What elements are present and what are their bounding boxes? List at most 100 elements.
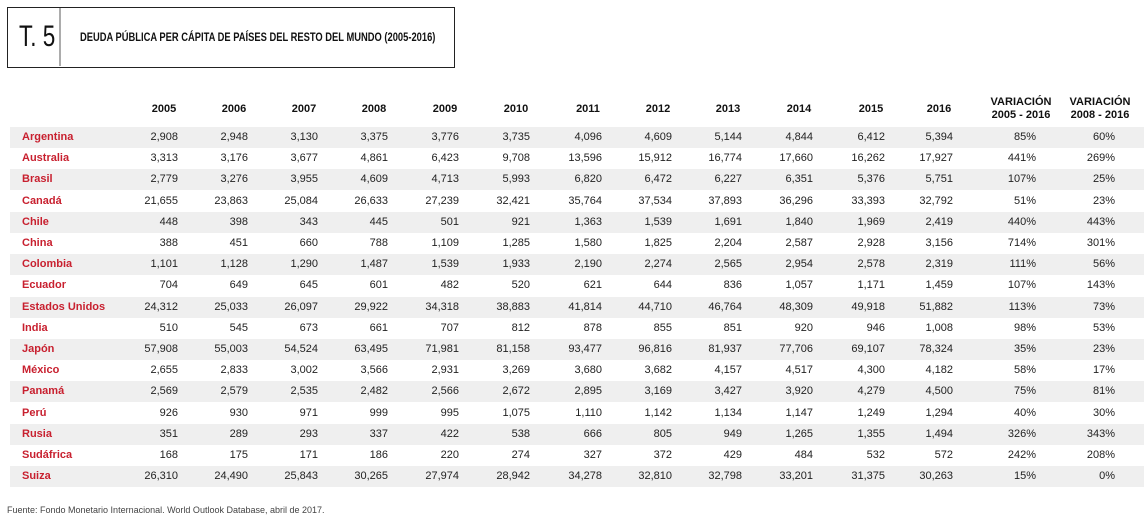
table-cell: 2,204 <box>714 237 742 249</box>
table-cell: 51% <box>1013 194 1036 207</box>
table-cell: 38,883 <box>496 300 530 313</box>
table-cell: 4,500 <box>925 385 953 398</box>
table-cell: 3,680 <box>574 364 602 377</box>
row-shading <box>10 339 1144 360</box>
table-cell: 111% <box>1009 258 1036 271</box>
table-cell: 4,609 <box>644 131 672 143</box>
table-cell: 32,798 <box>708 470 742 483</box>
table-cell: 441% <box>1007 152 1036 165</box>
table-cell: 3,776 <box>431 131 459 143</box>
table-cell: 60% <box>1092 131 1115 143</box>
table-cell: 971 <box>299 406 318 419</box>
table-cell: 33,201 <box>779 470 813 483</box>
table-cell: 2,419 <box>925 215 953 228</box>
table-cell: 49,918 <box>851 300 885 313</box>
table-cell: 1,142 <box>644 406 672 419</box>
table-cell: 343% <box>1086 427 1115 440</box>
table-cell: 878 <box>583 321 602 334</box>
table-cell: 26,633 <box>354 194 388 207</box>
table-cell: 3,156 <box>925 237 953 249</box>
table-cell: 4,713 <box>431 173 459 186</box>
table-cell: 35,764 <box>568 194 602 207</box>
table-cell: 57,908 <box>144 343 178 355</box>
row-shading <box>10 211 1144 233</box>
table-cell: 9,708 <box>502 152 530 165</box>
table-cell: 1,840 <box>785 215 813 228</box>
table-cell: 3,955 <box>290 173 318 186</box>
table-cell: 33,393 <box>851 194 885 207</box>
table-cell: 96,816 <box>638 343 672 355</box>
column-header: 2006 <box>221 103 247 115</box>
table-cell: 3,677 <box>290 152 318 165</box>
table-cell: 644 <box>653 279 672 292</box>
table-cell: 921 <box>511 215 530 228</box>
table-cell: 37,893 <box>708 194 742 207</box>
table-cell: 2,655 <box>150 364 178 377</box>
column-header: 2016 <box>926 103 952 115</box>
table-cell: 1,171 <box>857 279 885 292</box>
table-cell: 2,535 <box>290 385 318 398</box>
table-cell: 2,482 <box>360 385 388 398</box>
column-header: 2007 <box>291 103 317 115</box>
table-cell: 36,296 <box>779 194 813 207</box>
table-cell: 171 <box>299 449 318 461</box>
table-cell: 501 <box>440 215 459 228</box>
column-header: 2005 - 2016 <box>991 109 1051 121</box>
table-cell: 3,276 <box>220 173 248 186</box>
table-cell: 6,227 <box>714 173 742 186</box>
table-cell: 3,566 <box>360 364 388 377</box>
table-cell: 77,706 <box>779 343 813 355</box>
table-cell: 714% <box>1007 237 1036 249</box>
column-header: 2010 <box>503 103 529 115</box>
table-cell: 293 <box>299 427 318 440</box>
table-cell: 175 <box>229 449 248 461</box>
table-cell: 69,107 <box>851 343 885 355</box>
table-cell: 81,158 <box>496 343 530 355</box>
table-cell: 930 <box>229 406 248 419</box>
table-cell: 98% <box>1013 321 1036 334</box>
table-cell: 2,779 <box>150 173 178 186</box>
country-name: Japón <box>22 343 55 355</box>
table-cell: 1,580 <box>574 237 602 249</box>
table-cell: 448 <box>159 215 178 228</box>
table-cell: 27,239 <box>425 194 459 207</box>
table-cell: 25,084 <box>284 194 318 207</box>
table-cell: 2,587 <box>785 237 813 249</box>
table-cell: 645 <box>299 279 318 292</box>
table-cell: 54,524 <box>284 343 318 355</box>
table-cell: 23,863 <box>214 194 248 207</box>
table-cell: 1,075 <box>502 406 530 419</box>
table-cell: 3,313 <box>150 152 178 165</box>
table-cell: 351 <box>159 427 178 440</box>
table-cell: 5,751 <box>925 173 953 186</box>
table-cell: 2,274 <box>644 258 672 271</box>
table-cell: 805 <box>653 427 672 440</box>
table-cell: 788 <box>369 237 388 249</box>
table-cell: 24,490 <box>214 470 248 483</box>
table-cell: 398 <box>229 215 248 228</box>
table-cell: 274 <box>511 449 530 461</box>
column-header: VARIACIÓN <box>990 96 1052 108</box>
table-cell: 1,691 <box>714 215 742 228</box>
table-cell: 1,057 <box>785 279 813 292</box>
table-cell: 1,539 <box>644 215 672 228</box>
table-cell: 208% <box>1086 449 1115 461</box>
table-cell: 1,285 <box>502 237 530 249</box>
table-cell: 999 <box>369 406 388 419</box>
table-cell: 1,008 <box>925 321 953 334</box>
table-cell: 25,843 <box>284 470 318 483</box>
table-cell: 6,423 <box>431 152 459 165</box>
table-cell: 3,682 <box>644 364 672 377</box>
table-cell: 946 <box>866 321 885 334</box>
table-cell: 28,942 <box>496 470 530 483</box>
row-shading <box>10 423 1144 445</box>
table-cell: 56% <box>1092 258 1115 271</box>
table-cell: 51,882 <box>919 300 953 313</box>
table-cell: 666 <box>583 427 602 440</box>
table-cell: 926 <box>159 406 178 419</box>
table-cell: 81% <box>1092 385 1115 398</box>
column-header: 2011 <box>576 103 600 115</box>
table-cell: 6,412 <box>857 131 885 143</box>
table-cell: 5,144 <box>714 131 742 143</box>
table-cell: 25% <box>1092 173 1115 186</box>
